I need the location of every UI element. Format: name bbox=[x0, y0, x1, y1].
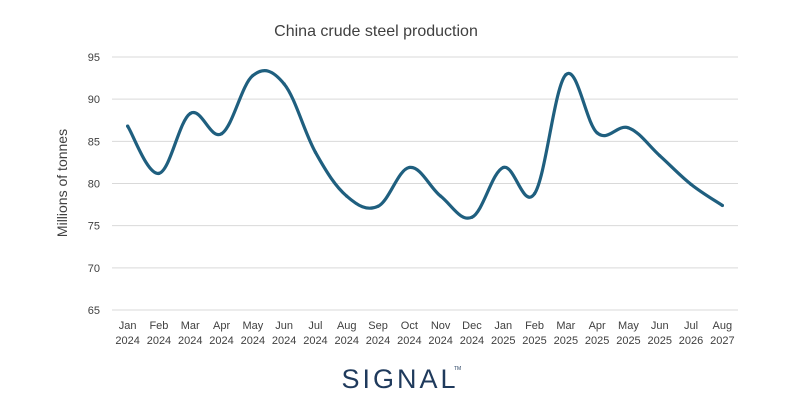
data-point-16 bbox=[626, 126, 631, 130]
x-tick-year: 2024 bbox=[366, 335, 390, 347]
x-tick-year: 2025 bbox=[554, 335, 578, 347]
x-tick-label-6: Jul 2024 bbox=[303, 320, 327, 347]
data-point-19 bbox=[720, 203, 724, 208]
x-tick-labels: Jan 2024 Feb 2024 Mar 2024 Apr 2024 May 2024 Jun 20… bbox=[115, 320, 734, 347]
y-tick-label-90: 90 bbox=[88, 94, 100, 106]
data-point-9 bbox=[407, 165, 411, 170]
y-tick-label-65: 65 bbox=[88, 305, 100, 317]
x-tick-month: May bbox=[618, 320, 639, 332]
x-tick-label-19: Aug 2027 bbox=[710, 320, 734, 347]
x-tick-label-8: Sep 2024 bbox=[366, 320, 390, 347]
data-point-11 bbox=[470, 215, 474, 219]
x-tick-month: Oct bbox=[401, 320, 418, 332]
logo-text: SIGNAL bbox=[341, 364, 458, 394]
x-tick-label-17: Jun 2025 bbox=[648, 320, 672, 347]
gridlines bbox=[112, 56, 738, 311]
x-tick-month: Dec bbox=[462, 320, 482, 332]
x-tick-label-16: May 2025 bbox=[616, 320, 640, 347]
x-tick-label-10: Nov 2024 bbox=[428, 320, 452, 347]
x-tick-year: 2024 bbox=[178, 335, 202, 347]
x-tick-month: Mar bbox=[556, 320, 575, 332]
x-tick-month: Jun bbox=[275, 320, 293, 332]
x-tick-label-4: May 2024 bbox=[241, 320, 265, 347]
x-tick-year: 2025 bbox=[491, 335, 515, 347]
x-tick-year: 2024 bbox=[460, 335, 484, 347]
x-tick-label-5: Jun 2024 bbox=[272, 320, 296, 347]
x-tick-label-14: Mar 2025 bbox=[554, 320, 578, 347]
x-tick-month: May bbox=[242, 320, 263, 332]
x-tick-month: Apr bbox=[213, 320, 230, 332]
x-tick-label-2: Mar 2024 bbox=[178, 320, 202, 347]
x-tick-year: 2024 bbox=[147, 335, 171, 347]
data-point-12 bbox=[501, 165, 505, 170]
chart-title: China crude steel production bbox=[274, 23, 478, 40]
y-tick-label-95: 95 bbox=[88, 52, 100, 64]
y-tick-label-75: 75 bbox=[88, 221, 100, 233]
x-tick-year: 2024 bbox=[397, 335, 421, 347]
x-tick-label-11: Dec 2024 bbox=[460, 320, 484, 347]
x-tick-year: 2027 bbox=[710, 335, 734, 347]
data-point-13 bbox=[532, 192, 537, 196]
data-point-0 bbox=[126, 124, 130, 128]
y-tick-label-85: 85 bbox=[88, 136, 100, 148]
x-tick-month: Aug bbox=[337, 320, 357, 332]
x-tick-month: Jan bbox=[494, 320, 512, 332]
signal-logo: SIGNAL TM bbox=[341, 364, 461, 394]
x-tick-year: 2024 bbox=[115, 335, 139, 347]
x-tick-label-0: Jan 2024 bbox=[115, 320, 139, 347]
y-tick-labels: 65 70 75 80 85 90 95 bbox=[88, 52, 100, 317]
series-line-0 bbox=[126, 69, 724, 220]
data-point-10 bbox=[439, 194, 443, 198]
x-tick-month: Aug bbox=[713, 320, 733, 332]
x-tick-month: Mar bbox=[181, 320, 200, 332]
data-point-1 bbox=[157, 171, 161, 175]
logo-trademark: TM bbox=[454, 366, 461, 372]
x-tick-year: 2024 bbox=[241, 335, 265, 347]
x-tick-year: 2024 bbox=[272, 335, 296, 347]
x-tick-month: Jan bbox=[119, 320, 137, 332]
x-tick-year: 2024 bbox=[335, 335, 359, 347]
x-tick-month: Feb bbox=[525, 320, 544, 332]
series-layer bbox=[126, 69, 724, 220]
x-tick-label-13: Feb 2025 bbox=[522, 320, 546, 347]
x-tick-month: Sep bbox=[368, 320, 388, 332]
x-tick-label-1: Feb 2024 bbox=[147, 320, 171, 347]
x-tick-year: 2025 bbox=[585, 335, 609, 347]
data-point-14 bbox=[564, 73, 568, 77]
data-point-7 bbox=[345, 194, 349, 198]
x-tick-year: 2025 bbox=[648, 335, 672, 347]
data-point-2 bbox=[188, 111, 192, 116]
data-point-3 bbox=[219, 132, 224, 136]
x-tick-label-3: Apr 2024 bbox=[209, 320, 233, 347]
y-axis-label: Millions of tonnes bbox=[54, 129, 70, 237]
x-tick-month: Feb bbox=[149, 320, 168, 332]
y-tick-label-80: 80 bbox=[88, 179, 100, 191]
x-tick-year: 2024 bbox=[428, 335, 452, 347]
data-point-4 bbox=[251, 73, 255, 78]
x-tick-year: 2024 bbox=[209, 335, 233, 347]
y-tick-label-70: 70 bbox=[88, 263, 100, 275]
x-tick-month: Jun bbox=[651, 320, 669, 332]
x-tick-label-15: Apr 2025 bbox=[585, 320, 609, 347]
x-tick-label-7: Aug 2024 bbox=[335, 320, 359, 347]
x-tick-month: Nov bbox=[431, 320, 451, 332]
data-point-18 bbox=[689, 182, 693, 186]
x-tick-year: 2025 bbox=[616, 335, 640, 347]
x-tick-label-9: Oct 2024 bbox=[397, 320, 421, 347]
data-point-17 bbox=[658, 154, 662, 158]
data-point-15 bbox=[595, 131, 599, 135]
x-tick-month: Jul bbox=[308, 320, 322, 332]
x-tick-month: Apr bbox=[589, 320, 606, 332]
data-point-6 bbox=[313, 150, 318, 154]
x-tick-year: 2025 bbox=[522, 335, 546, 347]
data-point-5 bbox=[282, 82, 286, 86]
data-point-8 bbox=[376, 204, 380, 208]
x-tick-label-12: Jan 2025 bbox=[491, 320, 515, 347]
x-tick-month: Jul bbox=[684, 320, 698, 332]
x-tick-label-18: Jul 2026 bbox=[679, 320, 703, 347]
x-tick-year: 2026 bbox=[679, 335, 703, 347]
x-tick-year: 2024 bbox=[303, 335, 327, 347]
